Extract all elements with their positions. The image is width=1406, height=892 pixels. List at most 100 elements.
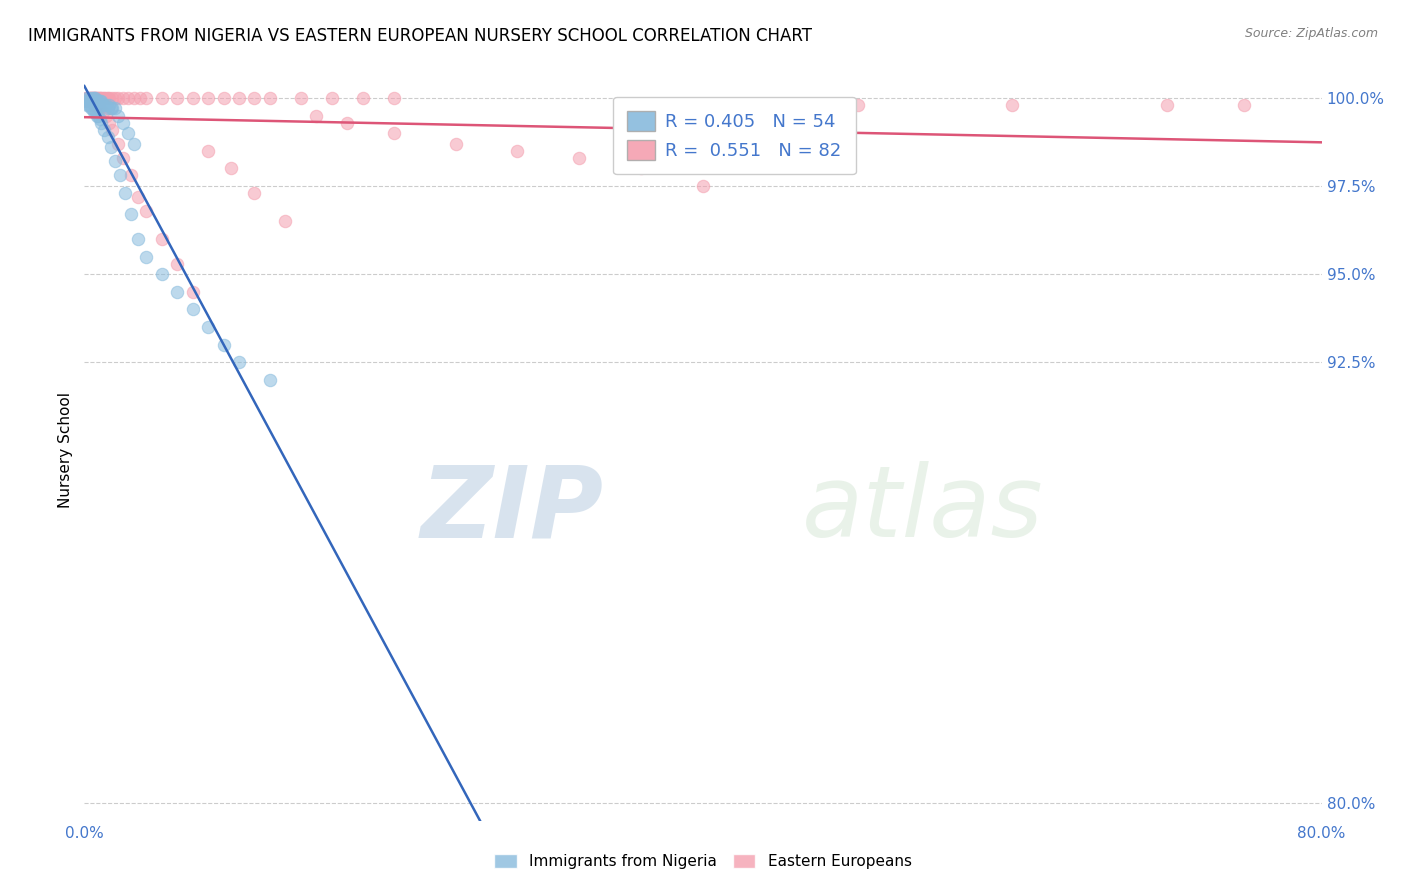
Point: [150, 267, 173, 281]
Point: [86, 109, 108, 123]
Point: [120, 169, 142, 183]
Point: [83, 91, 105, 105]
Point: [89, 112, 111, 126]
Point: [86, 91, 108, 105]
Point: [101, 102, 124, 116]
Point: [75, 95, 97, 109]
Point: [84, 98, 107, 112]
Point: [692, 179, 714, 194]
Point: [87, 109, 110, 123]
Point: [117, 126, 139, 140]
Text: ZIP: ZIP: [420, 461, 605, 558]
Point: [83, 98, 105, 112]
Point: [83, 105, 105, 120]
Point: [82, 91, 104, 105]
Point: [82, 91, 104, 105]
Point: [83, 91, 105, 105]
Point: [221, 161, 243, 176]
Point: [166, 257, 188, 271]
Point: [290, 91, 312, 105]
Point: [89, 98, 111, 112]
Point: [243, 186, 266, 200]
Point: [150, 232, 173, 246]
Point: [107, 136, 129, 151]
Point: [76, 91, 98, 105]
Point: [89, 91, 111, 105]
Point: [1001, 98, 1024, 112]
Point: [98, 115, 121, 129]
Point: [94, 91, 117, 105]
Point: [98, 98, 121, 112]
Point: [166, 285, 188, 299]
Point: [76, 98, 98, 112]
Point: [79, 95, 101, 109]
Point: [104, 154, 127, 169]
Point: [101, 122, 124, 136]
Point: [382, 91, 405, 105]
Point: [122, 91, 145, 105]
Point: [112, 115, 135, 129]
Point: [127, 189, 149, 203]
Point: [100, 140, 122, 154]
Point: [75, 91, 97, 105]
Point: [382, 126, 405, 140]
Point: [76, 91, 98, 105]
Text: IMMIGRANTS FROM NIGERIA VS EASTERN EUROPEAN NURSERY SCHOOL CORRELATION CHART: IMMIGRANTS FROM NIGERIA VS EASTERN EUROP…: [28, 27, 813, 45]
Point: [90, 115, 112, 129]
Point: [117, 91, 139, 105]
Point: [630, 161, 652, 176]
Point: [181, 285, 204, 299]
Point: [259, 91, 281, 105]
Point: [96, 129, 118, 144]
Point: [98, 91, 121, 105]
Point: [243, 91, 266, 105]
Point: [104, 91, 127, 105]
Point: [197, 320, 219, 334]
Legend: R = 0.405   N = 54, R =  0.551   N = 82: R = 0.405 N = 54, R = 0.551 N = 82: [613, 96, 856, 175]
Point: [86, 95, 108, 109]
Point: [84, 95, 107, 109]
Point: [112, 151, 135, 165]
Point: [107, 109, 129, 123]
Point: [91, 98, 114, 112]
Point: [86, 98, 108, 112]
Point: [77, 91, 100, 105]
Legend: Immigrants from Nigeria, Eastern Europeans: Immigrants from Nigeria, Eastern Europea…: [488, 848, 918, 875]
Point: [79, 95, 101, 109]
Point: [96, 102, 118, 116]
Point: [89, 95, 111, 109]
Point: [91, 91, 114, 105]
Point: [87, 102, 110, 116]
Point: [114, 186, 136, 200]
Point: [506, 144, 529, 158]
Point: [212, 337, 235, 351]
Point: [107, 91, 129, 105]
Point: [84, 91, 107, 105]
Point: [321, 91, 343, 105]
Point: [181, 302, 204, 317]
Point: [104, 102, 127, 116]
Point: [135, 91, 157, 105]
Point: [94, 98, 117, 112]
Point: [79, 91, 101, 105]
Point: [89, 91, 111, 105]
Point: [79, 91, 101, 105]
Point: [87, 95, 110, 109]
Point: [91, 105, 114, 120]
Point: [181, 91, 204, 105]
Point: [76, 91, 98, 105]
Point: [259, 373, 281, 387]
Point: [135, 250, 157, 264]
Point: [77, 98, 100, 112]
Point: [352, 91, 374, 105]
Point: [568, 151, 591, 165]
Point: [82, 102, 104, 116]
Point: [84, 91, 107, 105]
Point: [1156, 98, 1178, 112]
Text: atlas: atlas: [801, 461, 1043, 558]
Point: [90, 91, 112, 105]
Point: [336, 115, 359, 129]
Point: [76, 95, 98, 109]
Y-axis label: Nursery School: Nursery School: [58, 392, 73, 508]
Point: [77, 95, 100, 109]
